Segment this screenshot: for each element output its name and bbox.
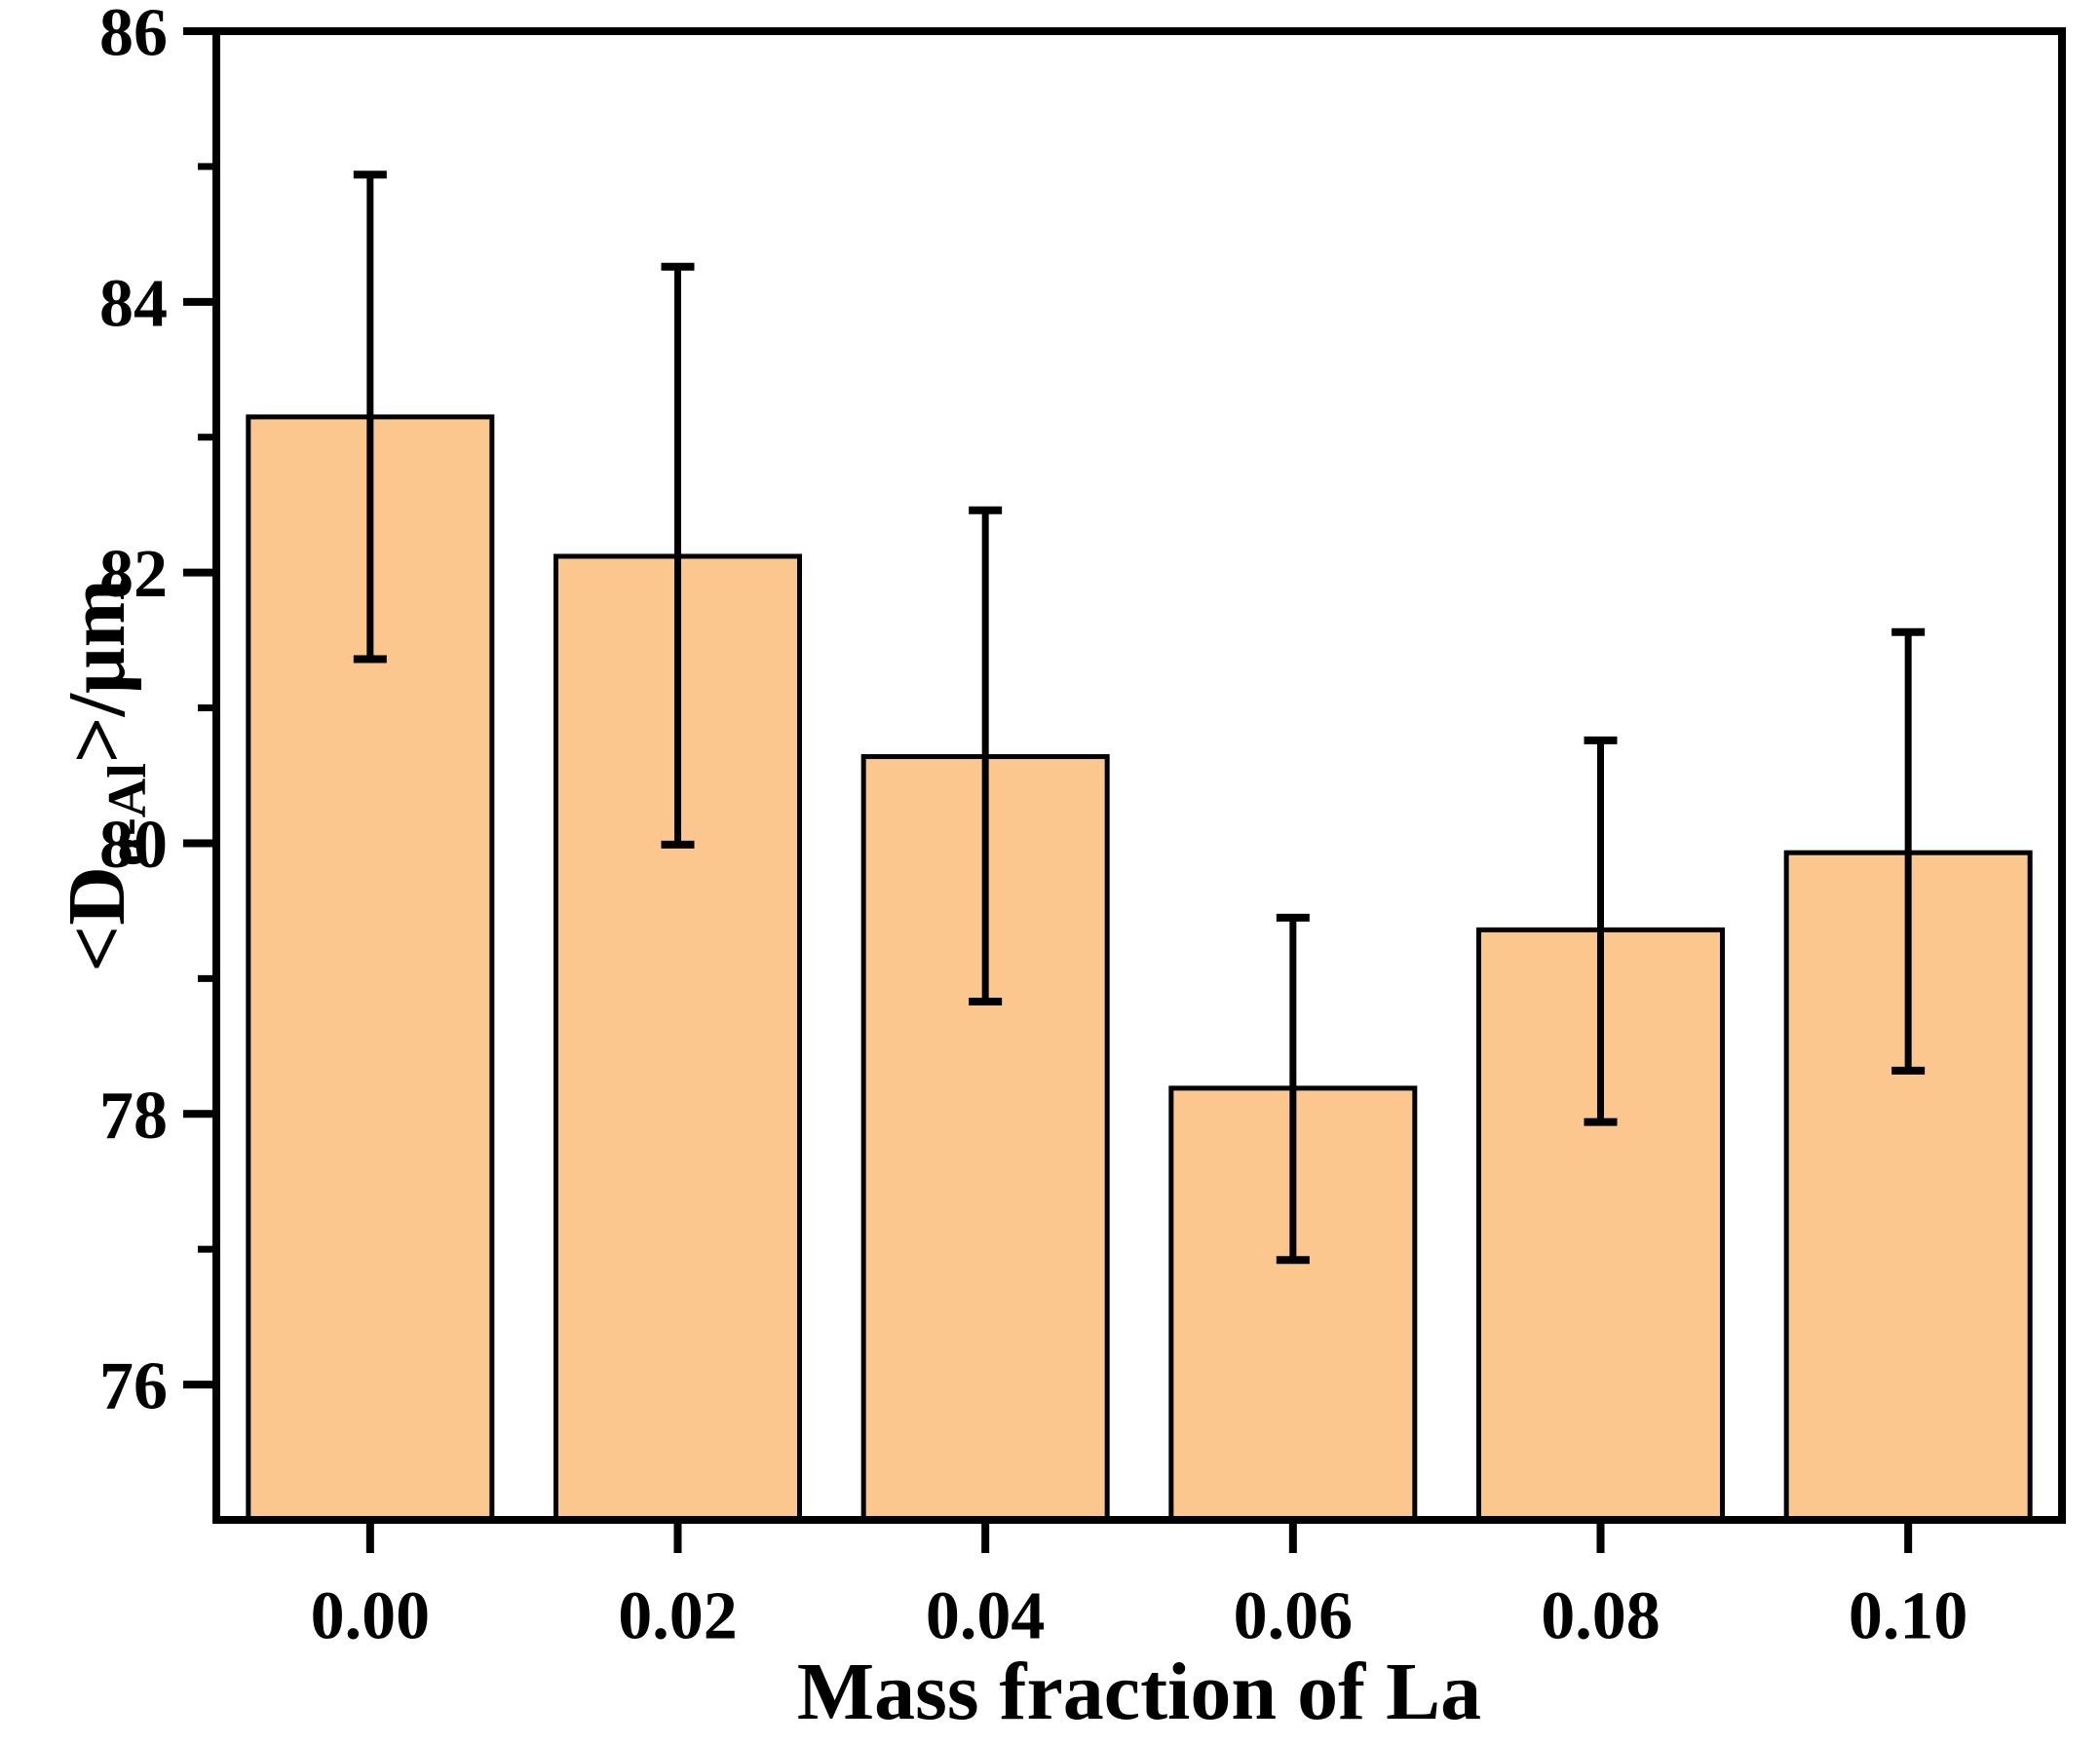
y-tick-label-84: 84 bbox=[99, 266, 168, 341]
x-axis-title: Mass fraction of La bbox=[796, 1647, 1482, 1737]
x-tick-label-0.02: 0.02 bbox=[618, 1579, 738, 1654]
x-tick-label-0.08: 0.08 bbox=[1541, 1579, 1661, 1654]
y-tick-label-78: 78 bbox=[99, 1079, 168, 1154]
y-axis-title: <Dα-Al>/μm bbox=[39, 425, 158, 1126]
y-tick-label-80: 80 bbox=[99, 808, 168, 883]
y-tick-label-82: 82 bbox=[99, 537, 168, 612]
x-tick-label-0.10: 0.10 bbox=[1849, 1579, 1968, 1654]
y-axis-title-subscript: α-Al bbox=[97, 763, 158, 867]
y-axis-title-pre: <D bbox=[52, 866, 142, 972]
y-axis-title-post: >/μm bbox=[52, 579, 142, 764]
x-tick-label-0.06: 0.06 bbox=[1234, 1579, 1354, 1654]
y-tick-label-86: 86 bbox=[99, 0, 168, 71]
axis-box bbox=[212, 27, 2066, 1524]
x-tick-label-0.04: 0.04 bbox=[926, 1579, 1046, 1654]
y-tick-label-76: 76 bbox=[99, 1349, 168, 1424]
x-tick-label-0.00: 0.00 bbox=[311, 1579, 431, 1654]
